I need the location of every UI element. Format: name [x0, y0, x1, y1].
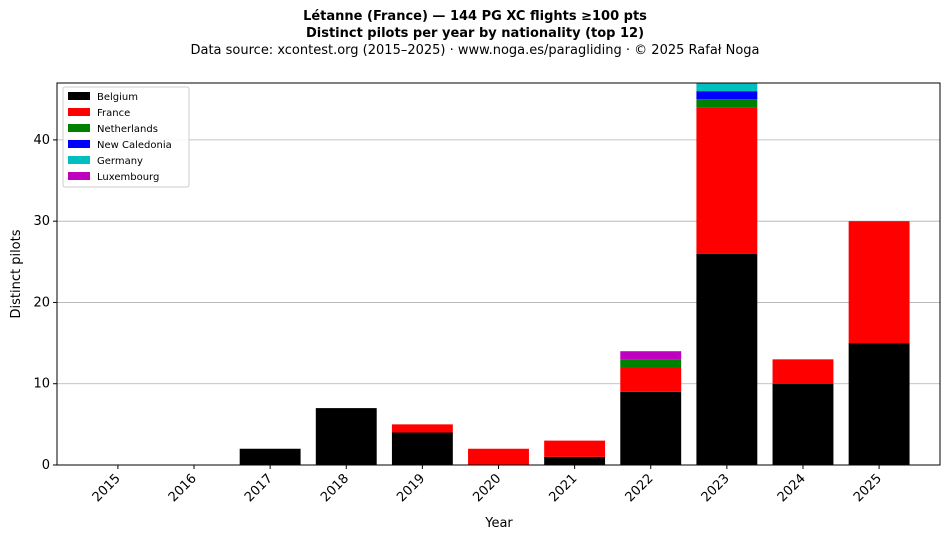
legend-label: Germany [97, 156, 143, 167]
bar-segment [848, 221, 910, 344]
legend: Belgium France Netherlands New Caledonia Ger… [62, 86, 190, 188]
x-tick-label: 2025 [851, 471, 885, 505]
bar-segment [772, 383, 834, 465]
legend-swatch [68, 124, 90, 132]
bar-segment [544, 456, 606, 465]
bar-segment [315, 408, 377, 465]
legend-swatch [68, 172, 90, 180]
x-tick-label: 2016 [166, 471, 200, 505]
legend-swatch [68, 140, 90, 148]
bar-segment [620, 367, 682, 392]
chart-titles: Létanne (France) — 144 PG XC flights ≥10… [0, 8, 950, 60]
chart-caption: Data source: xcontest.org (2015–2025) · … [190, 43, 760, 58]
bar-segment [696, 253, 758, 465]
bar-segment [239, 448, 301, 465]
bar-segment [696, 99, 758, 108]
bar-segment [848, 343, 910, 465]
legend-label: Luxembourg [97, 172, 159, 183]
bar-segment [620, 391, 682, 465]
legend-label: France [97, 108, 130, 119]
bar-segment [620, 351, 682, 360]
x-tick-label: 2023 [699, 471, 733, 505]
y-tick-label: 10 [33, 377, 50, 392]
bar-segment [468, 448, 529, 465]
y-tick-label: 0 [42, 458, 50, 473]
bar-segment [696, 107, 758, 254]
bar-segment [696, 91, 758, 100]
legend-box [62, 86, 190, 188]
legend-swatch [68, 92, 90, 100]
bar-segment [620, 359, 682, 368]
y-axis: 0 10 20 30 40 [33, 133, 57, 473]
legend-label: Netherlands [97, 124, 158, 135]
x-axis-label: Year [484, 516, 513, 531]
x-tick-label: 2024 [775, 471, 809, 505]
chart-title: Létanne (France) — 144 PG XC flights ≥10… [303, 9, 647, 24]
legend-swatch [68, 108, 90, 116]
y-tick-label: 20 [33, 295, 50, 310]
legend-label: Belgium [97, 92, 138, 103]
x-tick-label: 2015 [90, 471, 124, 505]
y-tick-label: 40 [33, 133, 50, 148]
bars [239, 83, 910, 465]
bar-segment [696, 83, 758, 92]
y-axis-label: Distinct pilots [9, 229, 24, 318]
x-tick-label: 2022 [623, 471, 657, 505]
y-tick-label: 30 [33, 214, 50, 229]
bar-segment [772, 359, 834, 384]
bar-segment [391, 432, 453, 465]
bar-segment [544, 440, 606, 457]
chart-subtitle: Distinct pilots per year by nationality … [305, 26, 645, 41]
legend-label: New Caledonia [97, 140, 172, 151]
x-tick-label: 2017 [242, 471, 276, 505]
x-tick-label: 2020 [470, 471, 504, 505]
x-axis: 2015 2016 2017 2018 2019 2020 2021 2022 2023 2024… [90, 465, 885, 505]
x-tick-label: 2018 [318, 471, 352, 505]
legend-swatch [68, 156, 90, 164]
x-tick-label: 2021 [546, 471, 580, 505]
x-tick-label: 2019 [394, 471, 428, 505]
bar-segment [391, 424, 453, 433]
